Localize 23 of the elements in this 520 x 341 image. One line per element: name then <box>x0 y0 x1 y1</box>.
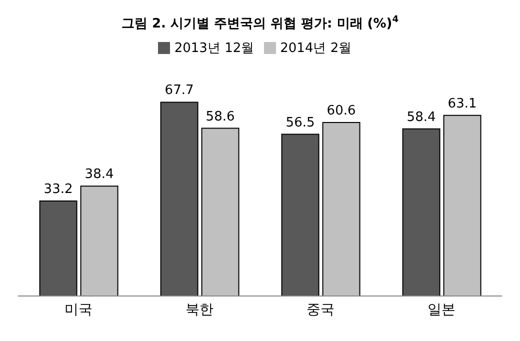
bar <box>281 134 320 296</box>
data-label: 38.4 <box>84 167 114 182</box>
data-label: 60.6 <box>326 104 356 119</box>
data-label: 58.6 <box>206 109 235 124</box>
x-tick-label: 중국 <box>306 302 334 318</box>
bar <box>201 128 240 296</box>
data-label: 63.1 <box>448 96 477 112</box>
bar <box>402 128 440 296</box>
bar <box>443 114 482 296</box>
legend-label: 2014년 2월 <box>280 41 352 56</box>
bar <box>39 200 78 296</box>
x-tick-label: 일본 <box>428 302 456 318</box>
bar <box>322 122 360 296</box>
data-label: 58.4 <box>406 110 436 125</box>
data-label: 67.7 <box>164 83 194 98</box>
legend-label: 2013년 12월 <box>174 41 254 56</box>
data-label: 33.2 <box>44 182 73 197</box>
x-tick-label: 미국 <box>64 302 92 318</box>
x-tick-label: 북한 <box>186 302 214 318</box>
bar <box>80 186 118 296</box>
chart-title: 그림 2. 시기별 주변국의 위협 평가: 미래 (%)$^{4}$ <box>120 14 400 32</box>
bar <box>160 102 198 296</box>
data-label: 56.5 <box>286 115 315 130</box>
